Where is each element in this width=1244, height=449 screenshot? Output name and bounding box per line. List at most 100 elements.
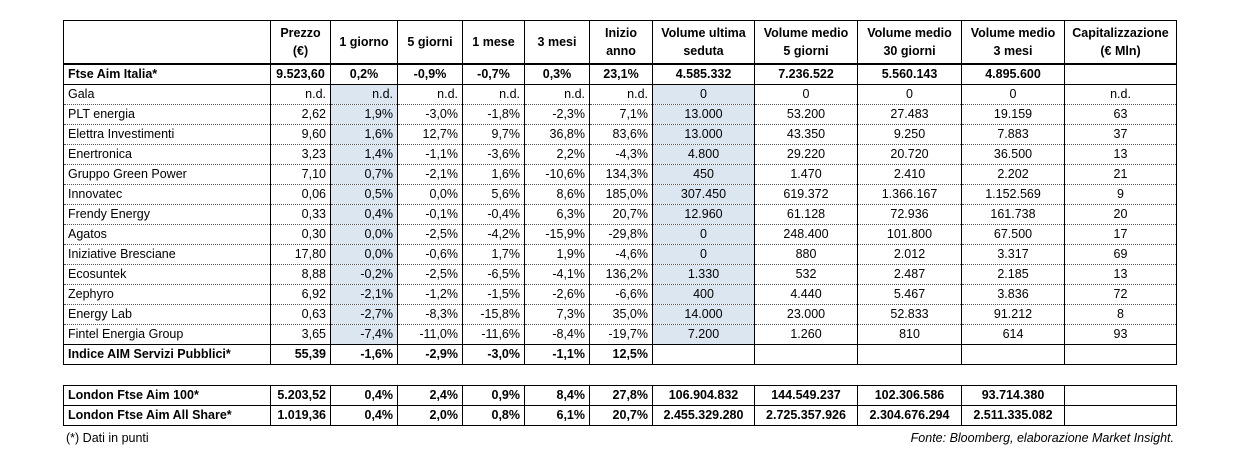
cell: -4,1% bbox=[524, 264, 590, 285]
cell: 91.212 bbox=[961, 304, 1065, 325]
cell: 67.500 bbox=[961, 224, 1065, 245]
cell: -0,6% bbox=[397, 244, 463, 265]
london-table: London Ftse Aim 100* 5.203,52 0,4% 2,4% 0,9%… bbox=[63, 385, 1177, 426]
cell: -2,9% bbox=[397, 344, 463, 365]
stock-row: PLT energia 2,62 1,9% -3,0% -1,8% -2,3% 7,1% 13… bbox=[63, 104, 1177, 125]
stock-row: Elettra Investimenti 9,60 1,6% 12,7% 9,7% 36,… bbox=[63, 124, 1177, 145]
cell: 5.467 bbox=[857, 284, 962, 305]
cell: 2,2% bbox=[524, 144, 590, 165]
cell: 5.560.143 bbox=[857, 63, 962, 85]
cell: 619.372 bbox=[754, 184, 858, 205]
cell: 12.960 bbox=[652, 204, 755, 225]
cell: 101.800 bbox=[857, 224, 962, 245]
cell: 19.159 bbox=[961, 104, 1065, 125]
cell: 1.330 bbox=[652, 264, 755, 285]
cell: 13 bbox=[1064, 144, 1177, 165]
cell: 102.306.586 bbox=[857, 385, 962, 406]
cell: 3,65 bbox=[270, 324, 331, 345]
cell: 248.400 bbox=[754, 224, 858, 245]
cell: 307.450 bbox=[652, 184, 755, 205]
cell: 0,63 bbox=[270, 304, 331, 325]
cell: -1,1% bbox=[524, 344, 590, 365]
cell: 1 giorno bbox=[330, 20, 398, 65]
cell: 2.487 bbox=[857, 264, 962, 285]
cell: Frendy Energy bbox=[63, 204, 271, 225]
cell: -3,0% bbox=[462, 344, 525, 365]
cell: 1 mese bbox=[462, 20, 525, 65]
cell: 0,4% bbox=[330, 405, 398, 426]
cell: -8,3% bbox=[397, 304, 463, 325]
cell: 6,92 bbox=[270, 284, 331, 305]
cell: 9,7% bbox=[462, 124, 525, 145]
cell: 6,3% bbox=[524, 204, 590, 225]
stock-row: Agatos 0,30 0,0% -2,5% -4,2% -15,9% -29,8% 0 248… bbox=[63, 224, 1177, 245]
cell: 17 bbox=[1064, 224, 1177, 245]
cell: 0,4% bbox=[330, 385, 398, 406]
cell: 0 bbox=[961, 84, 1065, 105]
cell: 12,5% bbox=[589, 344, 653, 365]
cell: Elettra Investimenti bbox=[63, 124, 271, 145]
cell: London Ftse Aim All Share* bbox=[63, 405, 271, 426]
cell: Gruppo Green Power bbox=[63, 164, 271, 185]
cell: -10,6% bbox=[524, 164, 590, 185]
cell: 1.260 bbox=[754, 324, 858, 345]
cell bbox=[1064, 344, 1177, 365]
cell: 0,0% bbox=[330, 244, 398, 265]
cell: 0,3% bbox=[524, 63, 590, 85]
cell: 13.000 bbox=[652, 104, 755, 125]
cell: 1,6% bbox=[330, 124, 398, 145]
cell: 0,8% bbox=[462, 405, 525, 426]
cell: 2.012 bbox=[857, 244, 962, 265]
cell: Iniziative Bresciane bbox=[63, 244, 271, 265]
cell: Prezzo (€) bbox=[270, 20, 331, 65]
cell: 5 giorni bbox=[397, 20, 463, 65]
cell: 61.128 bbox=[754, 204, 858, 225]
cell: 810 bbox=[857, 324, 962, 345]
stock-row: Frendy Energy 0,33 0,4% -0,1% -0,4% 6,3% 20,7%… bbox=[63, 204, 1177, 225]
cell: 2,0% bbox=[397, 405, 463, 426]
cell: -4,6% bbox=[589, 244, 653, 265]
cell: -2,7% bbox=[330, 304, 398, 325]
cell: 4.585.332 bbox=[652, 63, 755, 85]
cell bbox=[63, 20, 271, 65]
cell: 9 bbox=[1064, 184, 1177, 205]
cell: 27.483 bbox=[857, 104, 962, 125]
cell: 13.000 bbox=[652, 124, 755, 145]
cell: 5,6% bbox=[462, 184, 525, 205]
cell: 20 bbox=[1064, 204, 1177, 225]
cell: 20.720 bbox=[857, 144, 962, 165]
cell: -0,1% bbox=[397, 204, 463, 225]
cell: 1.019,36 bbox=[270, 405, 331, 426]
cell: 36.500 bbox=[961, 144, 1065, 165]
cell: Volume ultima seduta bbox=[652, 20, 755, 65]
cell: Energy Lab bbox=[63, 304, 271, 325]
cell: -11,6% bbox=[462, 324, 525, 345]
cell: Ftse Aim Italia* bbox=[63, 63, 271, 85]
cell: -2,3% bbox=[524, 104, 590, 125]
cell: -0,2% bbox=[330, 264, 398, 285]
cell: 1.470 bbox=[754, 164, 858, 185]
cell: 136,2% bbox=[589, 264, 653, 285]
cell: 93.714.380 bbox=[961, 385, 1065, 406]
cell: 4.440 bbox=[754, 284, 858, 305]
cell: 0,06 bbox=[270, 184, 331, 205]
stock-row: Iniziative Bresciane 17,80 0,0% -0,6% 1,7% 1,… bbox=[63, 244, 1177, 265]
cell: Agatos bbox=[63, 224, 271, 245]
cell: 27,8% bbox=[589, 385, 653, 406]
cell: 6,1% bbox=[524, 405, 590, 426]
cell: 7.236.522 bbox=[754, 63, 858, 85]
cell: 17,80 bbox=[270, 244, 331, 265]
cell: Volume medio 30 giorni bbox=[857, 20, 962, 65]
cell: 134,3% bbox=[589, 164, 653, 185]
stock-row: Gruppo Green Power 7,10 0,7% -2,1% 1,6% -10,6… bbox=[63, 164, 1177, 185]
cell: 29.220 bbox=[754, 144, 858, 165]
cell: 2,4% bbox=[397, 385, 463, 406]
cell bbox=[754, 344, 858, 365]
cell: 0 bbox=[652, 84, 755, 105]
cell: Capitalizzazione (€ Mln) bbox=[1064, 20, 1177, 65]
cell: 72.936 bbox=[857, 204, 962, 225]
cell: 3.836 bbox=[961, 284, 1065, 305]
cell: 450 bbox=[652, 164, 755, 185]
cell: 3.317 bbox=[961, 244, 1065, 265]
